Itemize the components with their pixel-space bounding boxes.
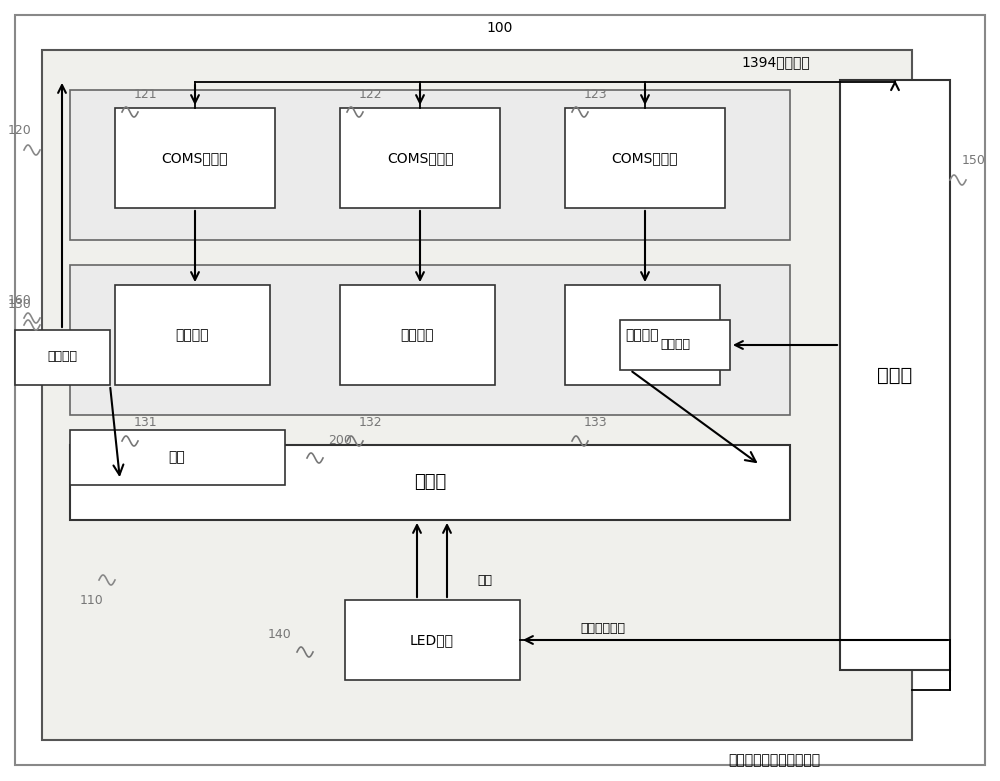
Bar bbox=[115, 285, 270, 385]
Text: 110: 110 bbox=[80, 594, 104, 607]
Bar bbox=[15, 330, 110, 385]
Text: 133: 133 bbox=[583, 416, 607, 430]
Text: 150: 150 bbox=[962, 154, 986, 166]
Bar bbox=[840, 80, 950, 670]
Bar bbox=[42, 50, 912, 740]
Text: COMS摄像机: COMS摄像机 bbox=[387, 151, 453, 165]
Text: 132: 132 bbox=[358, 416, 382, 430]
Text: 130: 130 bbox=[8, 298, 32, 312]
Bar bbox=[70, 430, 285, 485]
Bar bbox=[620, 320, 730, 370]
Text: 计算机: 计算机 bbox=[877, 366, 913, 384]
Text: 120: 120 bbox=[8, 123, 32, 137]
Text: 试片: 试片 bbox=[169, 450, 185, 464]
Text: 辅助光源: 辅助光源 bbox=[660, 338, 690, 351]
Bar bbox=[340, 108, 500, 208]
Text: 串口接口连接: 串口接口连接 bbox=[580, 622, 625, 634]
Text: 160: 160 bbox=[8, 294, 32, 306]
Text: 122: 122 bbox=[358, 88, 382, 102]
Bar bbox=[565, 108, 725, 208]
Bar bbox=[70, 90, 790, 240]
Text: 远心镜头: 远心镜头 bbox=[175, 328, 209, 342]
Text: LED光源: LED光源 bbox=[410, 633, 454, 647]
Text: 121: 121 bbox=[133, 88, 157, 102]
Text: 远心镜头: 远心镜头 bbox=[625, 328, 659, 342]
Bar bbox=[70, 445, 790, 520]
Text: 光线: 光线 bbox=[477, 573, 492, 587]
Text: 100: 100 bbox=[487, 21, 513, 35]
Text: 电线电缆结构的测量系统: 电线电缆结构的测量系统 bbox=[728, 753, 820, 767]
Text: COMS摄像机: COMS摄像机 bbox=[612, 151, 678, 165]
Text: COMS摄像机: COMS摄像机 bbox=[162, 151, 228, 165]
Text: 辅助光源: 辅助光源 bbox=[47, 351, 77, 363]
Text: 1394接口连接: 1394接口连接 bbox=[741, 55, 810, 69]
Text: 200: 200 bbox=[328, 433, 352, 447]
Bar bbox=[345, 600, 520, 680]
Bar bbox=[565, 285, 720, 385]
Text: 托物台: 托物台 bbox=[414, 473, 446, 491]
Text: 123: 123 bbox=[583, 88, 607, 102]
Bar bbox=[115, 108, 275, 208]
Bar bbox=[340, 285, 495, 385]
Bar bbox=[70, 265, 790, 415]
Text: 远心镜头: 远心镜头 bbox=[400, 328, 434, 342]
Text: 131: 131 bbox=[133, 416, 157, 430]
Text: 140: 140 bbox=[268, 629, 292, 641]
